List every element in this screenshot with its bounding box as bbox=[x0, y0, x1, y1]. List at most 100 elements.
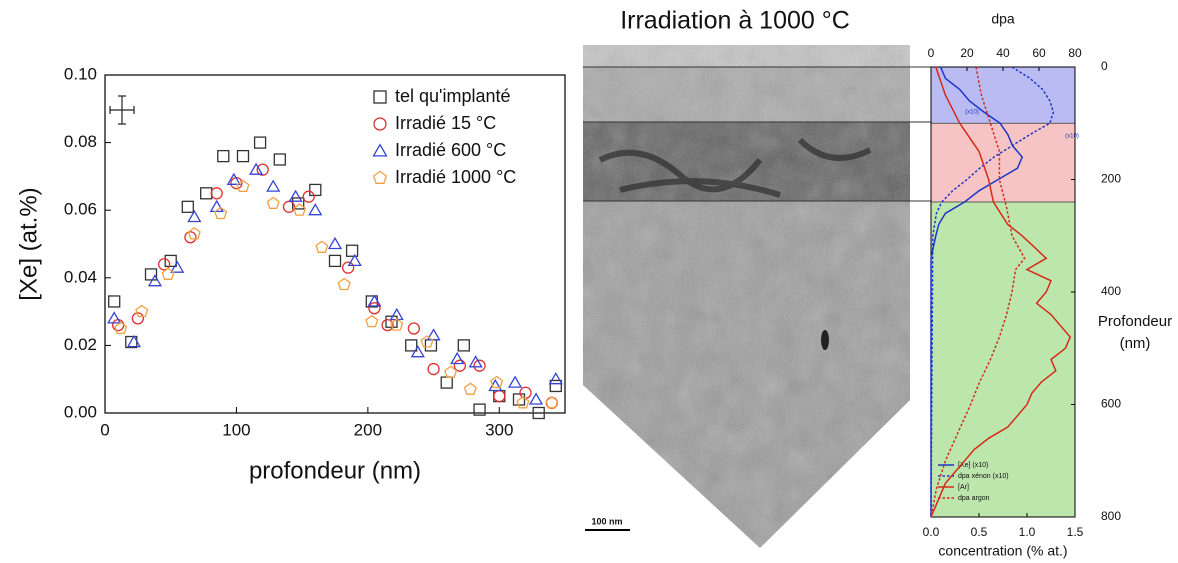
marker bbox=[473, 403, 486, 416]
marker bbox=[187, 226, 201, 240]
marker bbox=[214, 206, 228, 220]
marker bbox=[209, 199, 224, 213]
y-tick-label: 600 bbox=[1101, 397, 1121, 411]
marker bbox=[253, 136, 267, 149]
marker bbox=[135, 304, 149, 318]
marker bbox=[548, 372, 563, 385]
marker bbox=[450, 351, 465, 365]
y-tick-label: 200 bbox=[1101, 172, 1121, 186]
y-tick-label: 0.08 bbox=[64, 132, 97, 151]
x2-tick-label: 40 bbox=[996, 46, 1010, 60]
marker bbox=[288, 189, 303, 202]
marker bbox=[516, 395, 530, 409]
marker bbox=[347, 253, 362, 267]
marker bbox=[256, 163, 269, 176]
marker bbox=[440, 376, 453, 389]
marker bbox=[200, 187, 213, 200]
marker bbox=[427, 362, 440, 376]
marker bbox=[381, 318, 394, 332]
marker bbox=[337, 277, 351, 291]
y-tick-label: 0 bbox=[1101, 59, 1108, 73]
x2-tick-label: 60 bbox=[1032, 46, 1046, 60]
x-tick-label: 1.5 bbox=[1067, 525, 1084, 539]
marker bbox=[426, 328, 441, 341]
marker bbox=[184, 231, 197, 244]
marker bbox=[327, 236, 343, 250]
marker bbox=[385, 315, 398, 328]
tem-image bbox=[583, 45, 910, 548]
marker bbox=[390, 318, 404, 331]
marker bbox=[345, 244, 359, 257]
marker bbox=[236, 179, 250, 193]
marker bbox=[341, 261, 355, 274]
x-axis-label: concentration (% at.) bbox=[938, 543, 1067, 559]
marker bbox=[114, 321, 128, 335]
marker bbox=[368, 302, 381, 315]
marker bbox=[266, 179, 281, 192]
x-tick-label: 0.0 bbox=[923, 525, 940, 539]
marker bbox=[236, 149, 250, 163]
y-tick-label: 0.02 bbox=[64, 335, 97, 354]
legend-label: tel qu'implanté bbox=[395, 86, 511, 106]
x2-tick-label: 20 bbox=[960, 46, 974, 60]
marker bbox=[372, 170, 388, 184]
marker bbox=[519, 386, 532, 399]
marker bbox=[249, 162, 264, 175]
marker bbox=[126, 334, 142, 348]
marker bbox=[266, 196, 280, 209]
depth-band bbox=[931, 202, 1075, 517]
legend-label: Irradié 1000 °C bbox=[395, 167, 516, 187]
marker bbox=[293, 203, 307, 216]
marker bbox=[367, 294, 382, 307]
marker bbox=[181, 200, 194, 213]
profile-line bbox=[930, 66, 1024, 517]
x2-tick-label: 80 bbox=[1068, 46, 1082, 60]
marker bbox=[226, 172, 241, 185]
marker bbox=[187, 209, 202, 223]
marker bbox=[545, 395, 559, 409]
marker bbox=[444, 365, 458, 378]
x2-tick-label: 0 bbox=[928, 46, 935, 60]
marker bbox=[170, 260, 185, 273]
y-tick-label: 800 bbox=[1101, 509, 1121, 523]
error-cross bbox=[109, 95, 135, 125]
y-axis-unit: (nm) bbox=[1120, 335, 1151, 352]
plot-frame bbox=[104, 74, 566, 414]
marker bbox=[453, 359, 467, 372]
y-axis-label: [Xe] (at.%) bbox=[15, 187, 42, 300]
x-tick-label: 1.0 bbox=[1019, 525, 1036, 539]
marker bbox=[372, 143, 388, 157]
marker bbox=[532, 406, 545, 420]
annotation: (x10) bbox=[965, 110, 979, 116]
y-tick-label: 0.04 bbox=[64, 267, 97, 286]
marker bbox=[144, 268, 158, 281]
marker bbox=[457, 339, 470, 352]
marker bbox=[490, 375, 504, 389]
depth-band bbox=[931, 123, 1075, 202]
marker bbox=[315, 240, 329, 253]
marker bbox=[373, 90, 387, 104]
marker bbox=[328, 254, 342, 268]
marker bbox=[420, 335, 434, 348]
x-tick-label: 0.5 bbox=[971, 525, 988, 539]
x2-axis-label: dpa bbox=[991, 11, 1015, 27]
x-tick-label: 0 bbox=[100, 420, 109, 439]
marker bbox=[302, 190, 315, 203]
marker bbox=[405, 339, 418, 352]
marker bbox=[407, 322, 421, 335]
marker bbox=[463, 382, 477, 395]
marker bbox=[373, 117, 387, 131]
legend-label: Irradié 600 °C bbox=[395, 140, 506, 160]
marker bbox=[309, 183, 322, 197]
marker bbox=[528, 392, 544, 405]
profile-line bbox=[930, 66, 1072, 518]
legend-label: [Ar] bbox=[958, 484, 969, 491]
marker bbox=[161, 267, 175, 280]
y-tick-label: 0.00 bbox=[64, 402, 97, 421]
y-tick-label: 0.06 bbox=[64, 200, 97, 219]
y-tick-label: 0.10 bbox=[64, 64, 97, 83]
depth-band bbox=[931, 67, 1075, 124]
legend-label: [Xe] (x10) bbox=[958, 462, 988, 469]
marker bbox=[507, 375, 523, 388]
legend-label: dpa xénon (x10) bbox=[958, 473, 1009, 480]
